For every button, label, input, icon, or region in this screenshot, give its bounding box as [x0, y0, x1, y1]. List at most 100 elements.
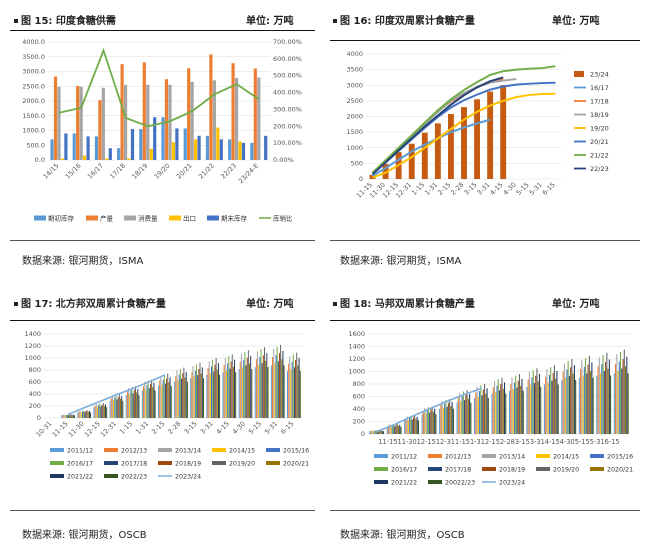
bar: [62, 415, 64, 418]
y-tick-label: 1500.0: [22, 112, 45, 120]
legend-label: 2013/14: [499, 454, 525, 461]
bar: [596, 375, 598, 434]
bar: [295, 359, 297, 418]
bar: [164, 383, 166, 418]
legend-swatch: [374, 454, 388, 458]
bar: [487, 398, 489, 434]
bar: [262, 355, 264, 418]
bar: [470, 402, 472, 434]
bar: [425, 413, 427, 434]
bar: [520, 385, 522, 434]
divider: [330, 40, 640, 41]
bar: [149, 383, 151, 418]
divider: [10, 240, 315, 241]
legend-label: 2017/18: [121, 461, 147, 468]
bar: [407, 419, 409, 434]
bar: [550, 367, 552, 434]
x-tick-label: 11-30: [67, 420, 86, 439]
bar: [109, 400, 111, 418]
bar: [78, 411, 80, 418]
bar: [475, 392, 477, 434]
legend-label: 2016/17: [67, 461, 93, 468]
series-line: [372, 92, 556, 179]
series-line: [371, 76, 504, 176]
bar: [435, 414, 437, 434]
bar: [251, 369, 253, 418]
bar: [369, 431, 371, 434]
bar: [80, 412, 82, 418]
bar: [159, 381, 161, 418]
bar: [211, 366, 212, 418]
bar: [126, 391, 128, 418]
bar: [461, 107, 467, 179]
bar: [84, 411, 86, 418]
bar: [450, 405, 452, 434]
bar: [245, 365, 247, 418]
bar: [88, 410, 90, 418]
y-tick-label: 3500: [346, 66, 363, 74]
bar: [474, 99, 481, 179]
bar: [143, 386, 145, 418]
bar: [411, 419, 413, 434]
legend-swatch: [536, 454, 550, 458]
bar: [117, 396, 119, 418]
bar: [254, 367, 256, 418]
bar: [161, 384, 163, 418]
legend-label: 库销比: [273, 214, 293, 223]
legend-label: 20/21: [590, 138, 609, 146]
bar: [222, 372, 224, 418]
bar: [568, 375, 570, 434]
legend-swatch: [104, 448, 118, 452]
x-tick-label: 20/21: [175, 162, 194, 181]
bar: [90, 412, 92, 418]
bar: [186, 381, 188, 418]
bar: [518, 374, 521, 434]
bar: [123, 84, 128, 160]
bar: [168, 84, 172, 160]
legend-label: 2012/13: [121, 448, 147, 455]
y-tick-label: 800: [353, 380, 365, 388]
bar: [231, 354, 233, 418]
bar: [394, 426, 396, 434]
bar: [602, 355, 604, 434]
bar: [627, 373, 629, 434]
legend-label: 2015/16: [607, 454, 633, 461]
bar: [465, 395, 467, 434]
y-tick-label: 1000.0: [22, 127, 45, 135]
y-tick-label: 1600: [348, 330, 365, 338]
bar: [223, 365, 225, 418]
bar: [608, 359, 610, 434]
bar: [201, 367, 203, 418]
legend-label: 出口: [183, 214, 196, 223]
divider: [10, 320, 315, 321]
bar: [382, 431, 385, 434]
bar: [582, 375, 584, 434]
bar: [410, 415, 412, 434]
bar: [622, 359, 624, 434]
bar: [98, 405, 100, 418]
y2-tick-label: 700.00%: [273, 38, 302, 46]
panel-17-unit: 单位: 万吨: [246, 299, 294, 310]
bar: [292, 354, 294, 418]
bar: [287, 370, 288, 418]
bar: [194, 139, 198, 160]
bar: [495, 391, 497, 434]
y-tick-label: 2000: [346, 113, 363, 121]
bar: [190, 378, 192, 418]
bar: [68, 415, 70, 418]
x-tick-label: 4-30: [231, 420, 247, 436]
bar: [404, 420, 406, 434]
bar: [225, 370, 227, 418]
y-tick-label: 500.0: [26, 141, 45, 149]
bar: [431, 406, 433, 434]
x-tick-label: 21/22: [197, 162, 216, 181]
bar: [234, 77, 239, 160]
bar: [213, 371, 215, 418]
legend-swatch: [374, 480, 388, 484]
bar: [298, 358, 300, 418]
y2-tick-label: 300.00%: [273, 105, 302, 113]
bar: [457, 397, 459, 434]
bar: [228, 356, 230, 418]
bar: [434, 408, 436, 434]
legend-swatch: [266, 448, 280, 452]
